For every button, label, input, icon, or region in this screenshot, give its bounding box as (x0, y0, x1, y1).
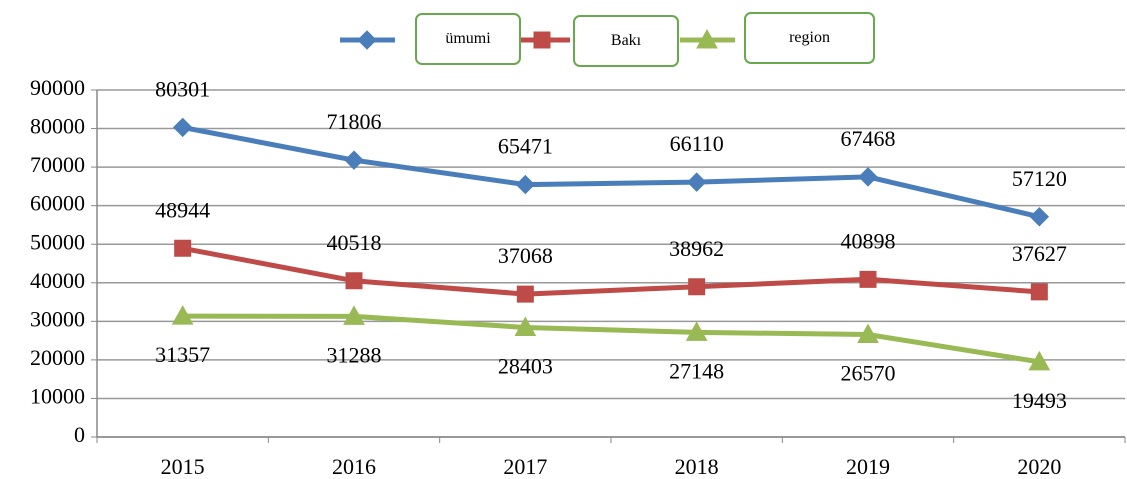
data-label: 40518 (327, 230, 382, 255)
y-tick-label: 40000 (30, 268, 85, 293)
point (172, 117, 193, 138)
data-label: 37627 (1012, 241, 1067, 266)
point (686, 172, 707, 192)
point (345, 272, 363, 290)
point (515, 174, 536, 195)
point (343, 305, 365, 325)
x-tick-label: 2017 (503, 454, 547, 479)
data-label: 48944 (155, 197, 210, 222)
point (1029, 207, 1050, 227)
x-tick-label: 2018 (675, 454, 719, 479)
legend-marker (696, 28, 718, 49)
data-label: 37068 (498, 243, 553, 268)
data-label: 31357 (155, 342, 210, 367)
legend-label: region (744, 12, 875, 64)
point (857, 323, 879, 344)
point (344, 150, 364, 170)
data-label: 66110 (670, 131, 724, 156)
legend-marker (357, 30, 377, 50)
data-label: 28403 (498, 354, 553, 379)
series-line (182, 245, 1040, 297)
y-tick-label: 10000 (30, 383, 85, 408)
point (1028, 350, 1051, 371)
point (514, 316, 537, 336)
point (858, 167, 878, 187)
data-label: 40898 (841, 228, 896, 253)
data-label: 26570 (841, 361, 896, 386)
data-label: 65471 (498, 134, 553, 159)
x-tick-label: 2015 (161, 454, 205, 479)
data-label: 80301 (155, 76, 210, 101)
point (685, 321, 708, 341)
y-tick-label: 20000 (30, 345, 85, 370)
y-tick-label: 70000 (30, 152, 85, 177)
legend-label: Bakı (573, 15, 679, 67)
point (688, 278, 706, 296)
legend-marker (533, 31, 551, 49)
y-tick-label: 50000 (30, 229, 85, 254)
data-label: 19493 (1012, 388, 1067, 413)
data-label: 57120 (1012, 166, 1067, 191)
y-tick-label: 0 (74, 422, 85, 447)
point (516, 285, 534, 303)
data-label: 31288 (327, 342, 382, 367)
legend-label: ümumi (415, 13, 521, 65)
point (859, 270, 877, 288)
data-label: 38962 (669, 236, 724, 261)
y-tick-label: 30000 (30, 306, 85, 331)
series-line (182, 313, 1040, 365)
y-tick-label: 80000 (30, 114, 85, 139)
y-tick-label: 90000 (30, 75, 85, 100)
y-tick-label: 60000 (30, 191, 85, 216)
data-label: 27148 (669, 358, 724, 383)
point (171, 305, 194, 325)
x-tick-label: 2020 (1017, 454, 1061, 479)
data-label: 67468 (841, 126, 896, 151)
x-tick-label: 2016 (332, 454, 376, 479)
point (1030, 283, 1048, 301)
series-line (182, 124, 1040, 220)
point (174, 239, 192, 257)
data-label: 71806 (327, 109, 382, 134)
x-tick-label: 2019 (846, 454, 890, 479)
